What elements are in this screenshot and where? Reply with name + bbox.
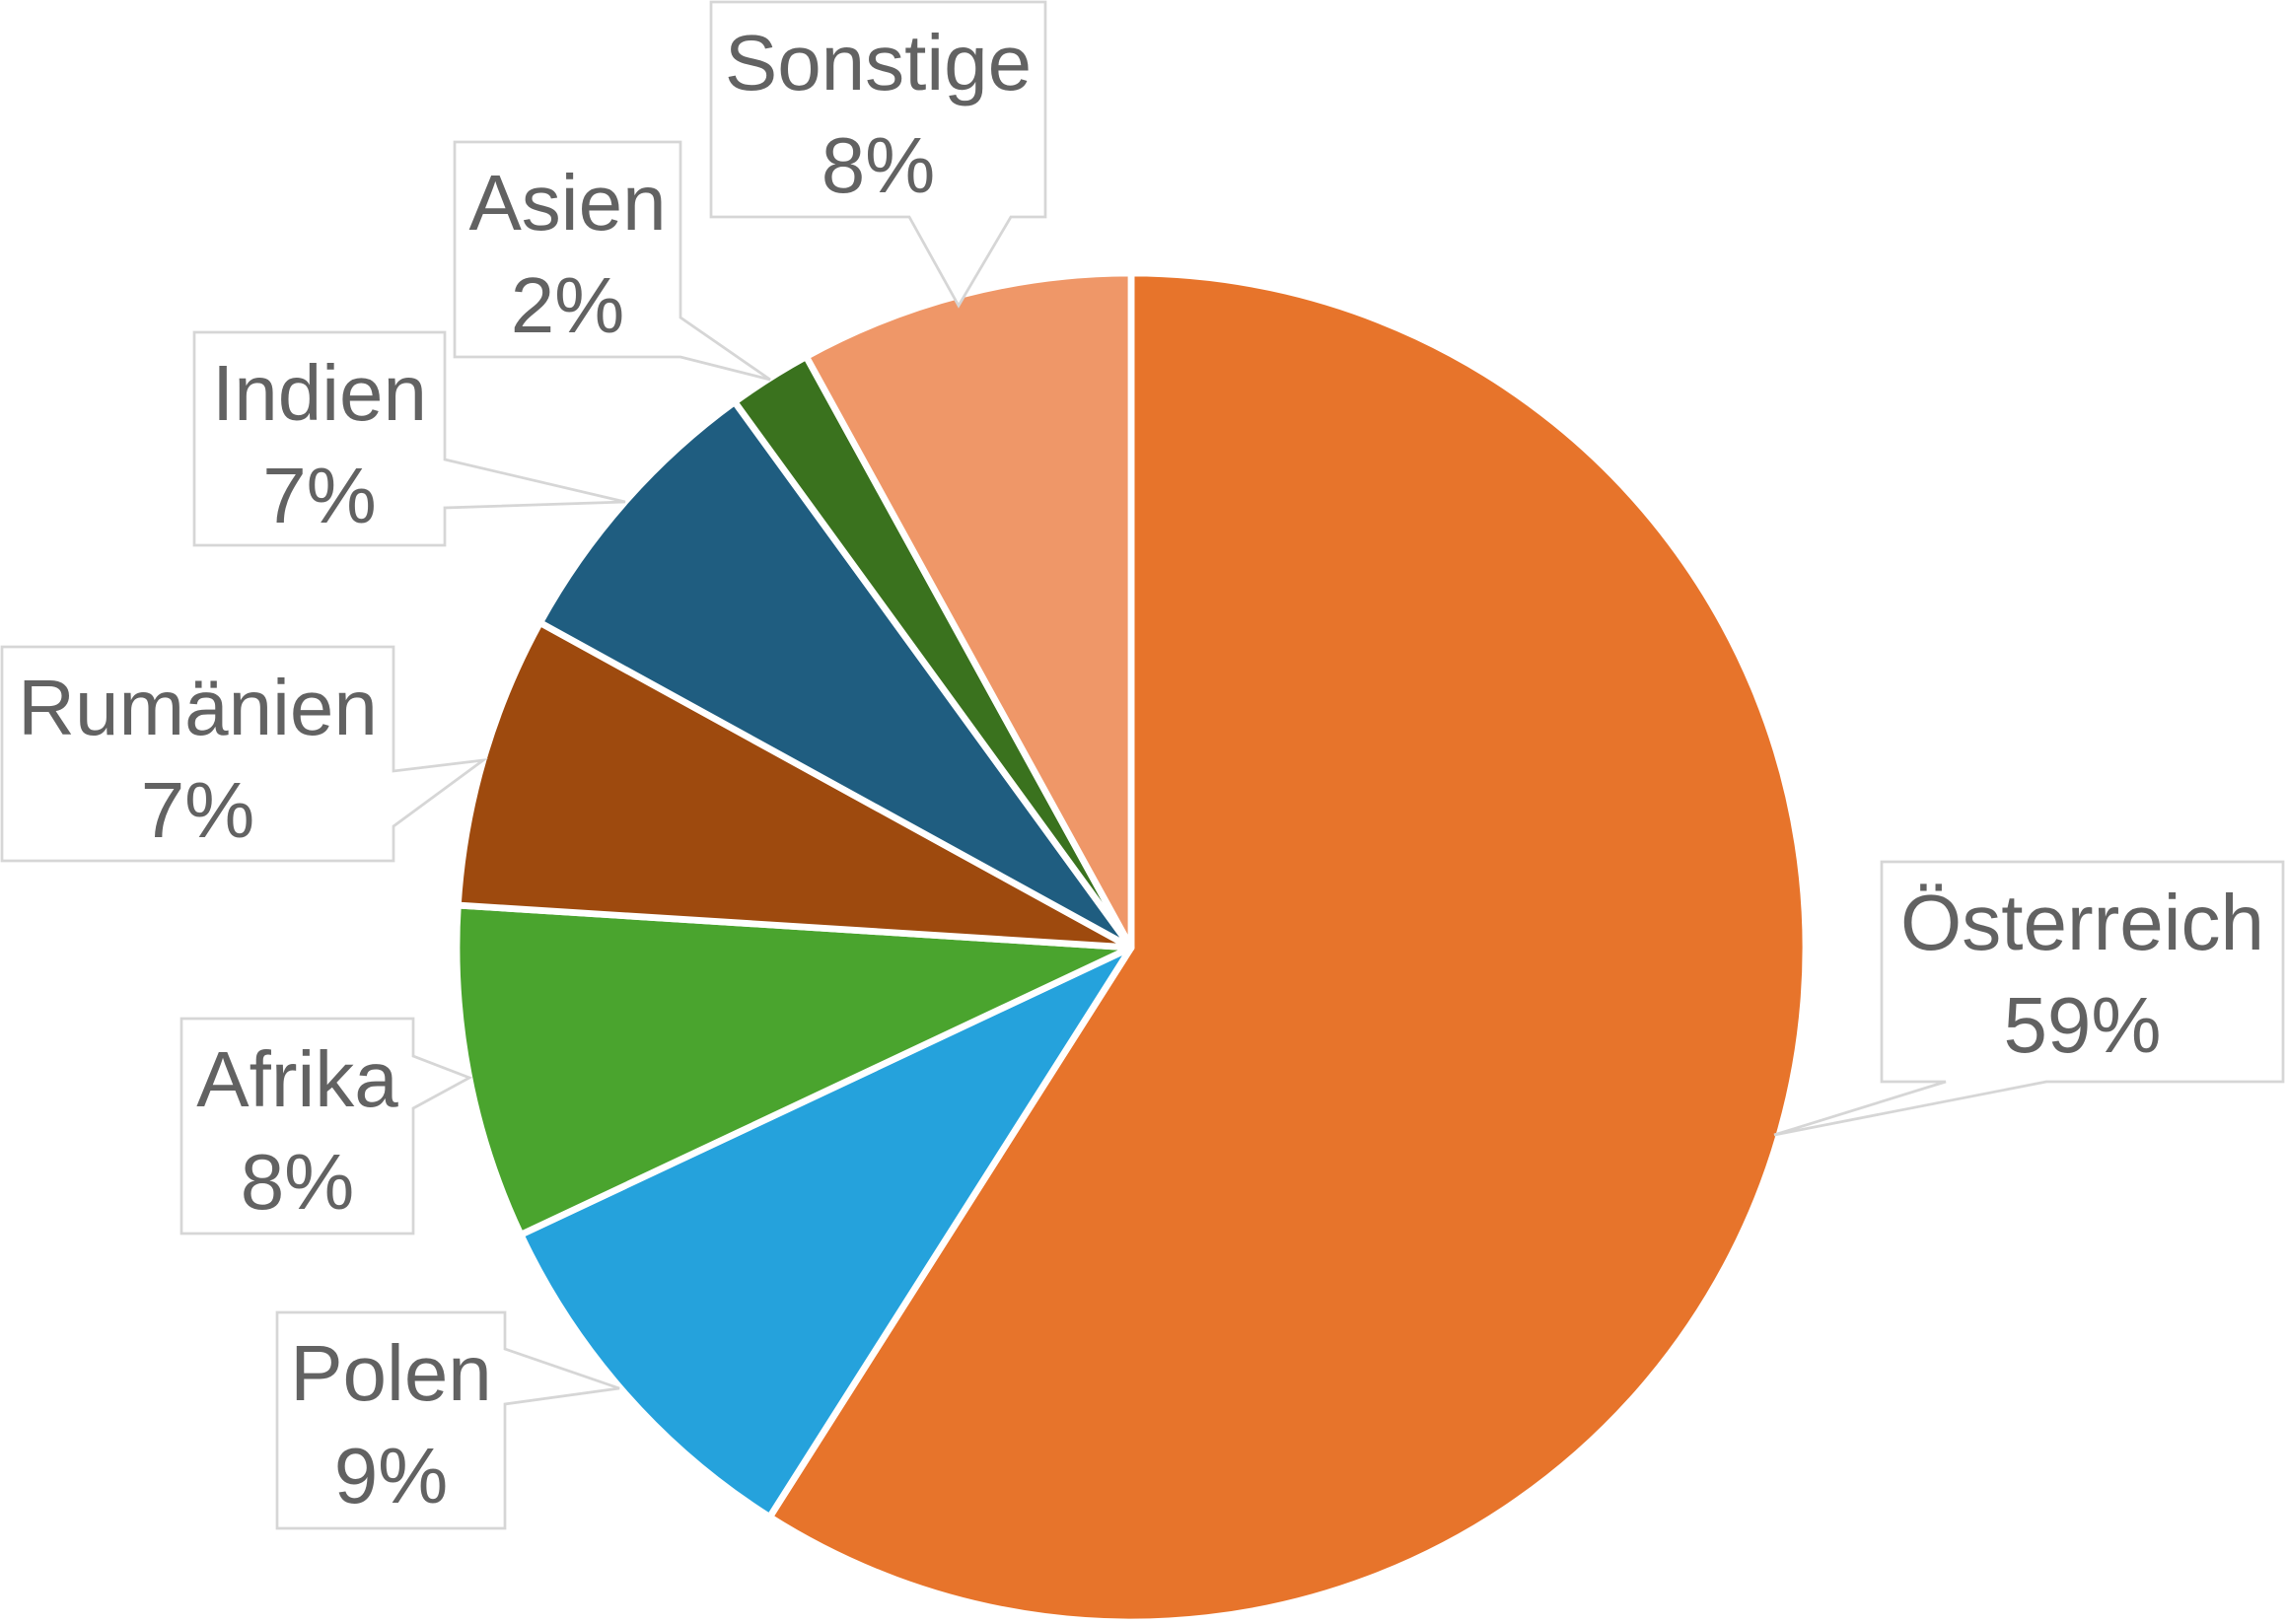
svg-text:Österreich: Österreich — [1900, 879, 2264, 966]
svg-text:9%: 9% — [334, 1432, 449, 1519]
svg-text:7%: 7% — [141, 766, 255, 854]
svg-text:Asien: Asien — [468, 159, 666, 247]
svg-text:8%: 8% — [241, 1138, 355, 1226]
svg-text:Indien: Indien — [212, 349, 427, 437]
svg-text:59%: 59% — [2003, 981, 2161, 1069]
svg-text:2%: 2% — [511, 261, 625, 349]
svg-text:Rumänien: Rumänien — [18, 664, 378, 751]
svg-text:7%: 7% — [262, 452, 377, 539]
svg-text:8%: 8% — [822, 121, 936, 209]
svg-text:Polen: Polen — [290, 1329, 492, 1417]
svg-text:Sonstige: Sonstige — [725, 19, 1032, 106]
svg-text:Afrika: Afrika — [196, 1035, 398, 1123]
